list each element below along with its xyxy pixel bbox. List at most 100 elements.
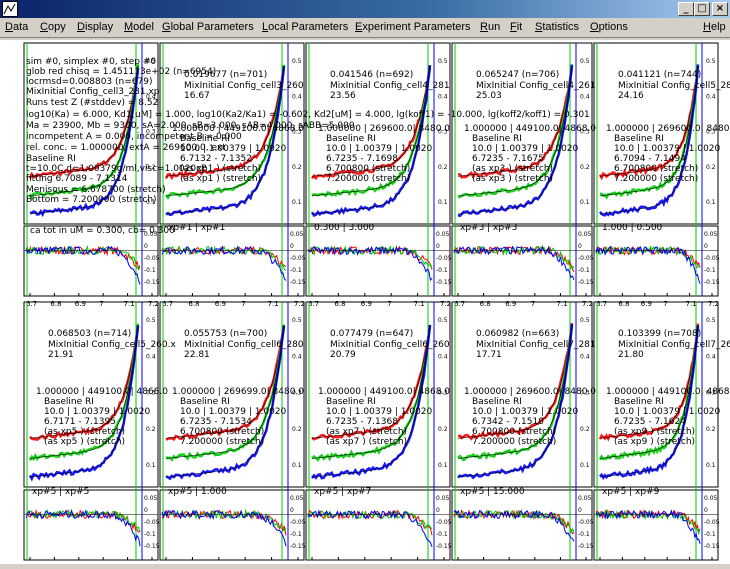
menu-copy[interactable]: Copy bbox=[40, 21, 66, 33]
residual-plot-frame bbox=[305, 489, 451, 561]
data-series bbox=[165, 325, 286, 442]
menu-data[interactable]: Data bbox=[5, 21, 29, 33]
menu-fit[interactable]: Fit bbox=[510, 21, 523, 33]
panel-meta-line: (as xp1 ) (stretch) bbox=[180, 164, 262, 174]
close-button[interactable]: × bbox=[712, 2, 728, 16]
residual-series bbox=[161, 509, 287, 547]
panel-ext-params: 1.000000 | 449100.0| 4868.0 bbox=[318, 387, 451, 397]
menu-model[interactable]: Model bbox=[124, 21, 154, 33]
x-tick-label: 7.1 bbox=[124, 300, 135, 308]
panel-meta-line: (as xp3 ) (stretch) bbox=[472, 174, 554, 184]
x-tick-label: 6.8 bbox=[50, 300, 61, 308]
y-tick-label: 0.5 bbox=[292, 58, 302, 65]
fit-line bbox=[457, 325, 573, 439]
panel-rmsd: 0.055753 (n=700) bbox=[184, 329, 268, 339]
x-tick-label: 6.7 bbox=[596, 300, 607, 308]
panel-meta-line: (as xp5 ) (stretch) bbox=[44, 437, 126, 447]
y-tick-label: 0.2 bbox=[438, 426, 448, 433]
main-plot-frame bbox=[159, 301, 305, 488]
app-logo-icon bbox=[2, 1, 18, 17]
baseline-label: Baseline RI bbox=[326, 134, 376, 144]
panel-ext-params: 1.000000 | 449100.0| 4868.0 bbox=[606, 387, 730, 397]
menu-local-parameters[interactable]: Local Parameters bbox=[262, 21, 349, 33]
y-tick-label: 0.1 bbox=[292, 462, 302, 469]
resid-y-tick-label: -0.05 bbox=[144, 255, 160, 262]
main-plot-frame bbox=[305, 42, 451, 225]
y-tick-label: 0.5 bbox=[438, 317, 448, 324]
y-tick-label: 0.2 bbox=[292, 426, 302, 433]
y-tick-label: 0.2 bbox=[146, 426, 156, 433]
fit-line bbox=[311, 325, 431, 459]
panel-file-name: MixInitial Config_cell7_261.xp bbox=[618, 340, 730, 350]
x-tick-label: 6.9 bbox=[75, 300, 86, 308]
y-tick-label: 0.4 bbox=[580, 93, 590, 100]
conc-params: rel. conc. = 1.000000, extA = 269600.0, … bbox=[26, 143, 226, 153]
y-tick-label: 0.4 bbox=[580, 353, 590, 360]
y-tick-label: 0.2 bbox=[580, 164, 590, 171]
resid-y-tick-label: -0.15 bbox=[436, 543, 452, 550]
minimize-button[interactable]: _ bbox=[678, 2, 694, 16]
panel-ext-params: 1.000000 | 449100.0| 4868.0 bbox=[464, 124, 597, 134]
panel-extra-value: 22.81 bbox=[184, 350, 210, 360]
resid-y-tick-label: -0.15 bbox=[704, 279, 720, 286]
menu-run[interactable]: Run bbox=[480, 21, 501, 33]
menu-help[interactable]: Help bbox=[703, 21, 726, 33]
panel-meta-line: 10.0 | 1.00379 | 1.0020 bbox=[44, 407, 151, 417]
panel-residual-label: xp#5 | 15.000 bbox=[460, 487, 525, 497]
y-tick-label: 0.3 bbox=[706, 390, 716, 397]
panel-residual-label: 0.300 | 3.000 bbox=[314, 223, 375, 233]
x-tick-label: 7.1 bbox=[414, 300, 425, 308]
resid-y-tick-label: 0.05 bbox=[144, 495, 158, 502]
x-tick-label: 7 bbox=[531, 300, 535, 308]
panel-meta-line: 6.7094 - 7.1494 bbox=[614, 154, 686, 164]
resid-y-tick-label: -0.05 bbox=[436, 255, 452, 262]
fit-line bbox=[599, 325, 699, 439]
menu-statistics[interactable]: Statistics bbox=[535, 21, 580, 33]
runs-test: Runs test Z (#stddev) = 8.52 bbox=[26, 98, 159, 108]
fit-line bbox=[165, 325, 285, 459]
fit-line bbox=[457, 65, 573, 197]
resid-y-tick-label: -0.15 bbox=[704, 543, 720, 550]
panel-meta-line: 6.7235 - 7.1368 bbox=[326, 417, 398, 427]
y-tick-label: 0.5 bbox=[580, 317, 590, 324]
panel1-resid-label: ca tot in uM = 0.300, cb= 0.300 bbox=[30, 226, 175, 236]
residual-series bbox=[161, 244, 287, 271]
x-tick-label: 6.9 bbox=[361, 300, 372, 308]
incompetent-params: incompetent A = 0.000, incompetent B = 0… bbox=[26, 132, 242, 142]
maximize-button[interactable]: □ bbox=[694, 2, 710, 16]
sim-status: sim #0, simplex #0, step #0 bbox=[26, 57, 157, 67]
panel-ext-params: 1.000000 | 269600.0| 8480.0 bbox=[318, 124, 451, 134]
fit-line bbox=[165, 65, 285, 215]
residual-series bbox=[453, 245, 575, 273]
y-tick-label: 0.1 bbox=[146, 199, 156, 206]
y-tick-label: 0.1 bbox=[706, 462, 716, 469]
x-tick-label: 6.7 bbox=[454, 300, 465, 308]
plot-area: 6.7 6.8 6.9 7 7.1 7.2 0.5 0.4 0.3 0.2 0.1 0.05 0 -0.0… bbox=[0, 40, 730, 569]
panel-rmsd: 0.041546 (n=692) bbox=[330, 70, 414, 80]
menu-options[interactable]: Options bbox=[590, 21, 628, 33]
residual-series bbox=[307, 245, 433, 270]
y-tick-label: 0.5 bbox=[146, 58, 156, 65]
panel-ext-params: 1.000000 | 269600.0| 8480.0 bbox=[464, 387, 597, 397]
fit-line bbox=[599, 325, 699, 459]
panel-meta-line: 6.7235 - 7.1675 bbox=[472, 154, 544, 164]
panel-meta-line: (as xp5 ) (stretch) bbox=[44, 427, 126, 437]
y-tick-label: 0.3 bbox=[292, 390, 302, 397]
resid-y-tick-label: 0.05 bbox=[578, 495, 592, 502]
residual-plot-frame bbox=[23, 225, 159, 297]
residual-plot-frame bbox=[451, 489, 593, 561]
resid-y-tick-label: 0.05 bbox=[290, 231, 304, 238]
menu-display[interactable]: Display bbox=[77, 21, 114, 33]
menu-experiment-parameters[interactable]: Experiment Parameters bbox=[355, 21, 471, 33]
menu-global-parameters[interactable]: Global Parameters bbox=[162, 21, 254, 33]
file-name: MixInitial Config_cell3_281.xp bbox=[26, 87, 160, 97]
panel-residual-label: xp#5 | xp#7 bbox=[314, 487, 372, 497]
y-tick-label: 0.1 bbox=[438, 462, 448, 469]
residual-series bbox=[25, 508, 141, 533]
x-tick-label: 6.8 bbox=[480, 300, 491, 308]
menu-bar: Data Copy Display Model Global Parameter… bbox=[0, 18, 730, 38]
x-tick-label: 6.7 bbox=[308, 300, 319, 308]
fit-line bbox=[29, 65, 139, 215]
resid-y-tick-label: -0.1 bbox=[704, 267, 716, 274]
fit-line bbox=[311, 65, 431, 215]
